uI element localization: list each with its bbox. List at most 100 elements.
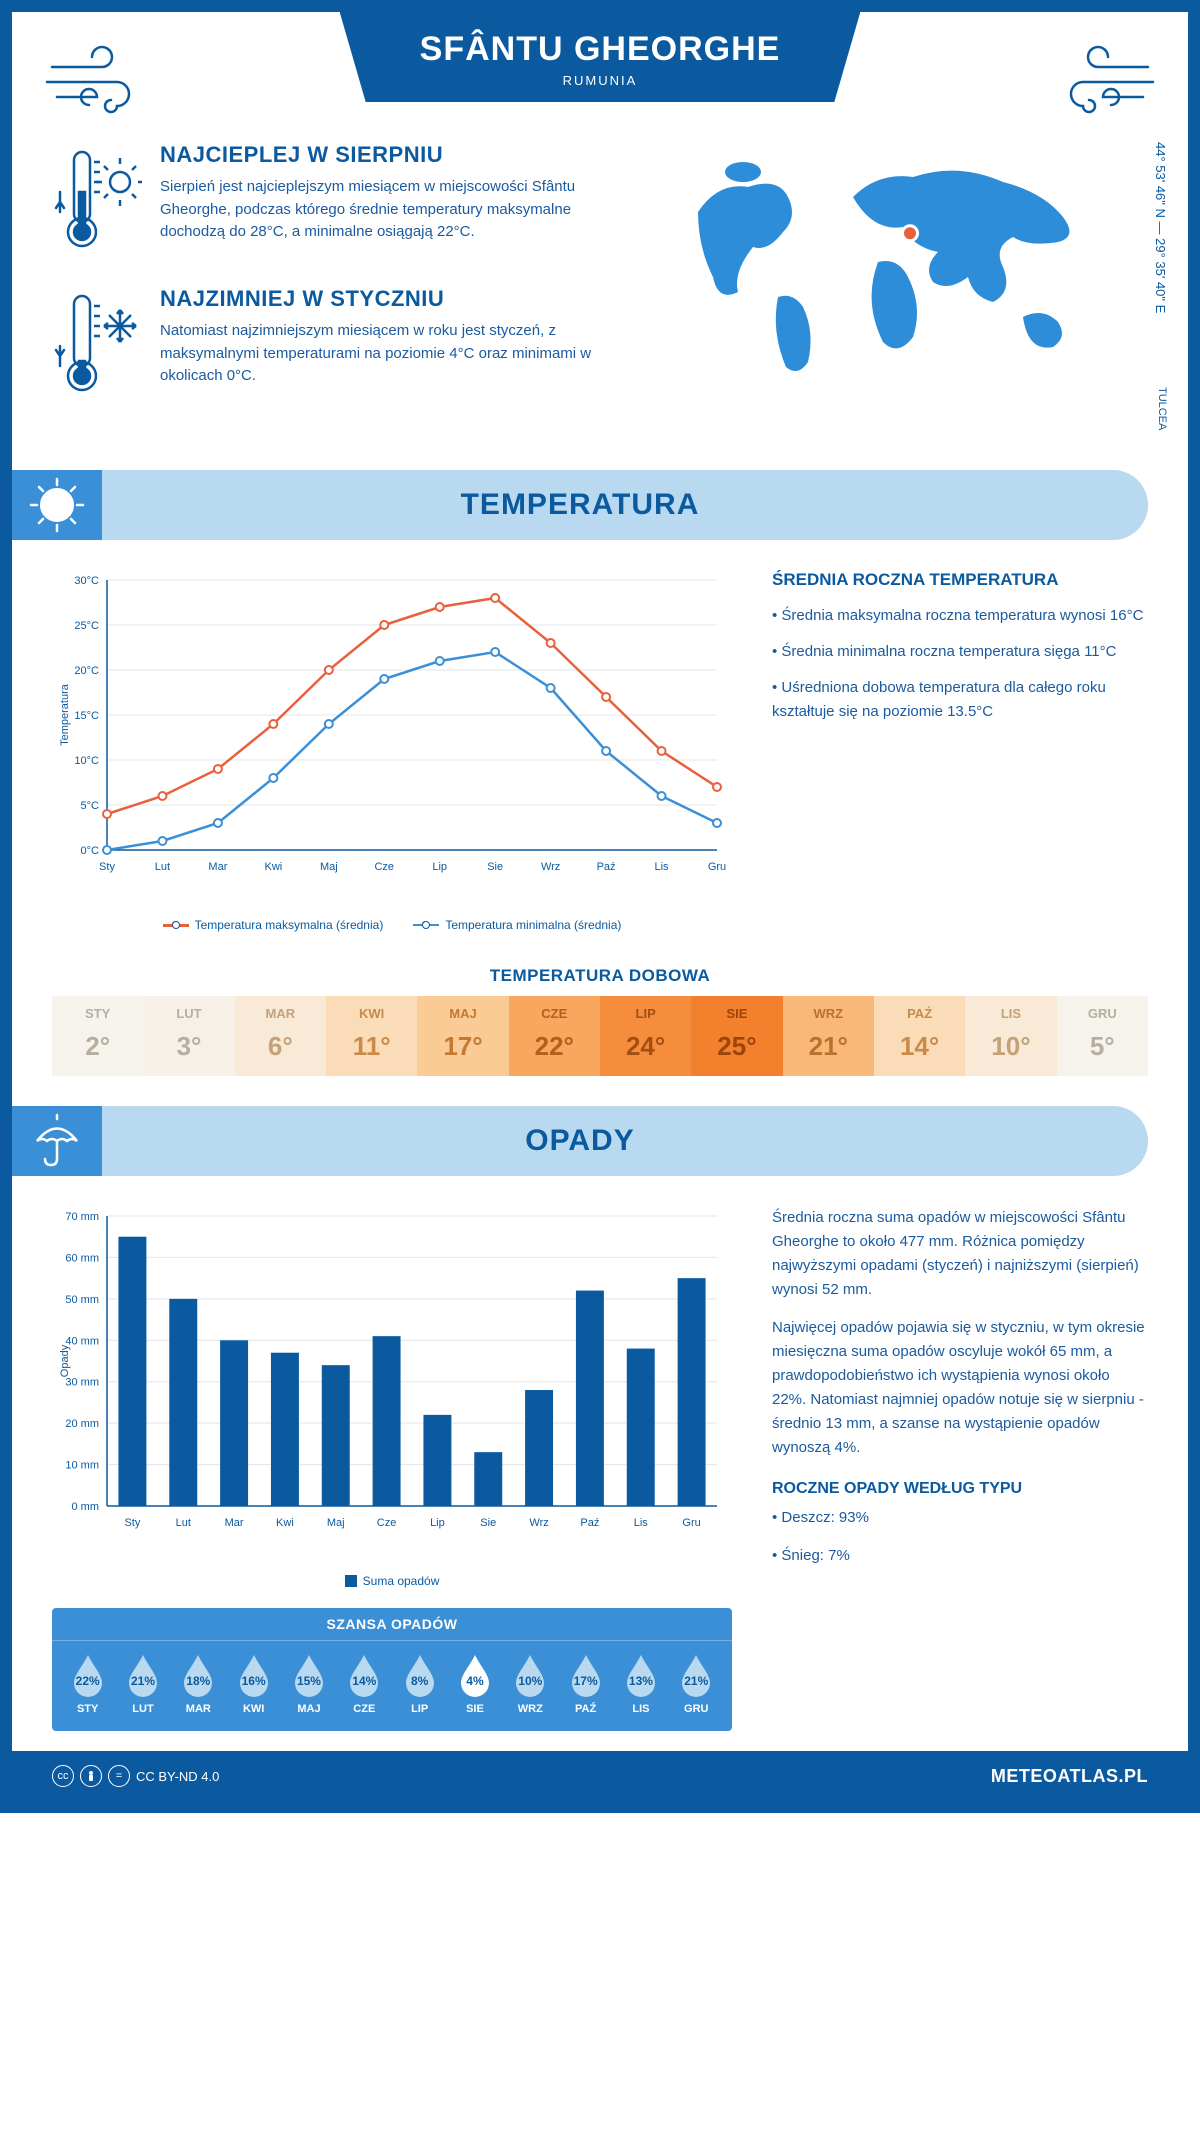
svg-text:Lis: Lis xyxy=(655,861,670,873)
daily-cell: LUT3° xyxy=(143,996,234,1076)
svg-text:Kwi: Kwi xyxy=(264,861,282,873)
thermometer-hot-icon xyxy=(52,142,142,262)
svg-text:Lip: Lip xyxy=(432,861,447,873)
chance-cell: 13% LIS xyxy=(613,1653,668,1715)
svg-text:Temperatura: Temperatura xyxy=(59,683,71,746)
daily-cell: MAR6° xyxy=(235,996,326,1076)
temp-stat-bullet: • Średnia maksymalna roczna temperatura … xyxy=(772,604,1148,628)
chance-cell: 21% GRU xyxy=(669,1653,724,1715)
svg-text:25°C: 25°C xyxy=(74,620,99,632)
svg-text:70 mm: 70 mm xyxy=(65,1211,99,1223)
precip-chance-box: SZANSA OPADÓW 22% STY 21% LUT 18% xyxy=(52,1608,732,1731)
country-subtitle: RUMUNIA xyxy=(420,73,781,88)
svg-text:Maj: Maj xyxy=(320,861,338,873)
precip-left-column: 0 mm10 mm20 mm30 mm40 mm50 mm60 mm70 mmS… xyxy=(52,1206,732,1731)
temperature-title: TEMPERATURA xyxy=(461,488,700,522)
svg-text:30°C: 30°C xyxy=(74,575,99,587)
daily-cell: WRZ21° xyxy=(783,996,874,1076)
temp-stat-bullet: • Średnia minimalna roczna temperatura s… xyxy=(772,640,1148,664)
svg-text:50 mm: 50 mm xyxy=(65,1294,99,1306)
svg-text:Sty: Sty xyxy=(124,1517,140,1529)
chance-cell: 18% MAR xyxy=(171,1653,226,1715)
precip-content: 0 mm10 mm20 mm30 mm40 mm50 mm60 mm70 mmS… xyxy=(12,1196,1188,1751)
svg-text:Lut: Lut xyxy=(176,1517,191,1529)
temp-stats-title: ŚREDNIA ROCZNA TEMPERATURA xyxy=(772,570,1148,590)
svg-text:Lut: Lut xyxy=(155,861,170,873)
legend-min: Temperatura minimalna (średnia) xyxy=(413,918,621,932)
svg-text:10°C: 10°C xyxy=(74,755,99,767)
daily-cell: GRU5° xyxy=(1057,996,1148,1076)
precip-title: OPADY xyxy=(525,1124,634,1158)
sun-badge xyxy=(12,470,102,540)
wind-icon xyxy=(1038,42,1158,122)
footer: cc = CC BY-ND 4.0 METEOATLAS.PL xyxy=(12,1751,1188,1801)
site-name: METEOATLAS.PL xyxy=(991,1766,1148,1787)
temp-legend: Temperatura maksymalna (średnia) Tempera… xyxy=(52,918,732,932)
map-column: 44° 53' 46" N — 29° 35' 40" E TULCEA xyxy=(668,142,1148,430)
svg-text:30 mm: 30 mm xyxy=(65,1377,99,1389)
svg-text:20 mm: 20 mm xyxy=(65,1418,99,1430)
svg-text:15°C: 15°C xyxy=(74,710,99,722)
svg-text:Paź: Paź xyxy=(580,1517,599,1529)
page: SFÂNTU GHEORGHE RUMUNIA xyxy=(0,0,1200,1813)
svg-text:20°C: 20°C xyxy=(74,665,99,677)
coldest-block: NAJZIMNIEJ W STYCZNIU Natomiast najzimni… xyxy=(52,286,638,406)
region-name: TULCEA xyxy=(1156,387,1168,430)
chance-cell: 10% WRZ xyxy=(503,1653,558,1715)
cc-icon: cc xyxy=(52,1765,74,1787)
daily-cell: CZE22° xyxy=(509,996,600,1076)
daily-temp-title: TEMPERATURA DOBOWA xyxy=(12,966,1188,986)
daily-temp-grid: STY2°LUT3°MAR6°KWI11°MAJ17°CZE22°LIP24°S… xyxy=(52,996,1148,1076)
license-block: cc = CC BY-ND 4.0 xyxy=(52,1765,219,1787)
warmest-text: Sierpień jest najcieplejszym miesiącem w… xyxy=(160,176,638,244)
svg-text:Opady: Opady xyxy=(59,1344,71,1377)
svg-text:Maj: Maj xyxy=(327,1517,345,1529)
svg-text:Cze: Cze xyxy=(377,1517,397,1529)
svg-text:Mar: Mar xyxy=(225,1517,244,1529)
daily-cell: KWI11° xyxy=(326,996,417,1076)
svg-text:Lis: Lis xyxy=(634,1517,649,1529)
svg-text:Gru: Gru xyxy=(708,861,726,873)
daily-cell: PAŹ14° xyxy=(874,996,965,1076)
chance-cell: 22% STY xyxy=(60,1653,115,1715)
svg-text:Wrz: Wrz xyxy=(529,1517,548,1529)
intro-section: NAJCIEPLEJ W SIERPNIU Sierpień jest najc… xyxy=(12,132,1188,460)
svg-text:Mar: Mar xyxy=(208,861,227,873)
header: SFÂNTU GHEORGHE RUMUNIA xyxy=(12,12,1188,132)
svg-text:0°C: 0°C xyxy=(81,845,100,857)
temperature-section-bar: TEMPERATURA xyxy=(12,470,1148,540)
title-banner: SFÂNTU GHEORGHE RUMUNIA xyxy=(340,12,861,102)
svg-text:60 mm: 60 mm xyxy=(65,1252,99,1264)
svg-text:Lip: Lip xyxy=(430,1517,445,1529)
wind-icon xyxy=(42,42,162,122)
svg-text:Sty: Sty xyxy=(99,861,115,873)
chance-cell: 14% CZE xyxy=(337,1653,392,1715)
precip-paragraph: Najwięcej opadów pojawia się w styczniu,… xyxy=(772,1316,1148,1460)
svg-text:0 mm: 0 mm xyxy=(72,1501,100,1513)
world-map xyxy=(668,142,1108,382)
warmest-title: NAJCIEPLEJ W SIERPNIU xyxy=(160,142,638,168)
city-title: SFÂNTU GHEORGHE xyxy=(420,30,781,69)
chance-cell: 16% KWI xyxy=(226,1653,281,1715)
chance-cell: 17% PAŹ xyxy=(558,1653,613,1715)
daily-cell: MAJ17° xyxy=(417,996,508,1076)
by-icon xyxy=(80,1765,102,1787)
legend-max: Temperatura maksymalna (średnia) xyxy=(163,918,384,932)
temperature-line-chart: 0°C5°C10°C15°C20°C25°C30°CStyLutMarKwiMa… xyxy=(52,570,732,910)
sun-icon xyxy=(27,475,87,535)
intro-text-column: NAJCIEPLEJ W SIERPNIU Sierpień jest najc… xyxy=(52,142,638,430)
svg-text:Sie: Sie xyxy=(487,861,503,873)
chance-cell: 4% SIE xyxy=(447,1653,502,1715)
precip-by-type-title: ROCZNE OPADY WEDŁUG TYPU xyxy=(772,1480,1148,1498)
svg-text:Kwi: Kwi xyxy=(276,1517,294,1529)
precip-type-item: • Deszcz: 93% xyxy=(772,1506,1148,1530)
daily-cell: SIE25° xyxy=(691,996,782,1076)
nd-icon: = xyxy=(108,1765,130,1787)
umbrella-icon xyxy=(27,1111,87,1171)
svg-text:Gru: Gru xyxy=(682,1517,700,1529)
precip-type-item: • Śnieg: 7% xyxy=(772,1544,1148,1568)
chance-cell: 8% LIP xyxy=(392,1653,447,1715)
temp-chart-wrapper: 0°C5°C10°C15°C20°C25°C30°CStyLutMarKwiMa… xyxy=(52,570,732,932)
license-text: CC BY-ND 4.0 xyxy=(136,1769,219,1784)
temp-stat-bullet: • Uśredniona dobowa temperatura dla całe… xyxy=(772,676,1148,724)
